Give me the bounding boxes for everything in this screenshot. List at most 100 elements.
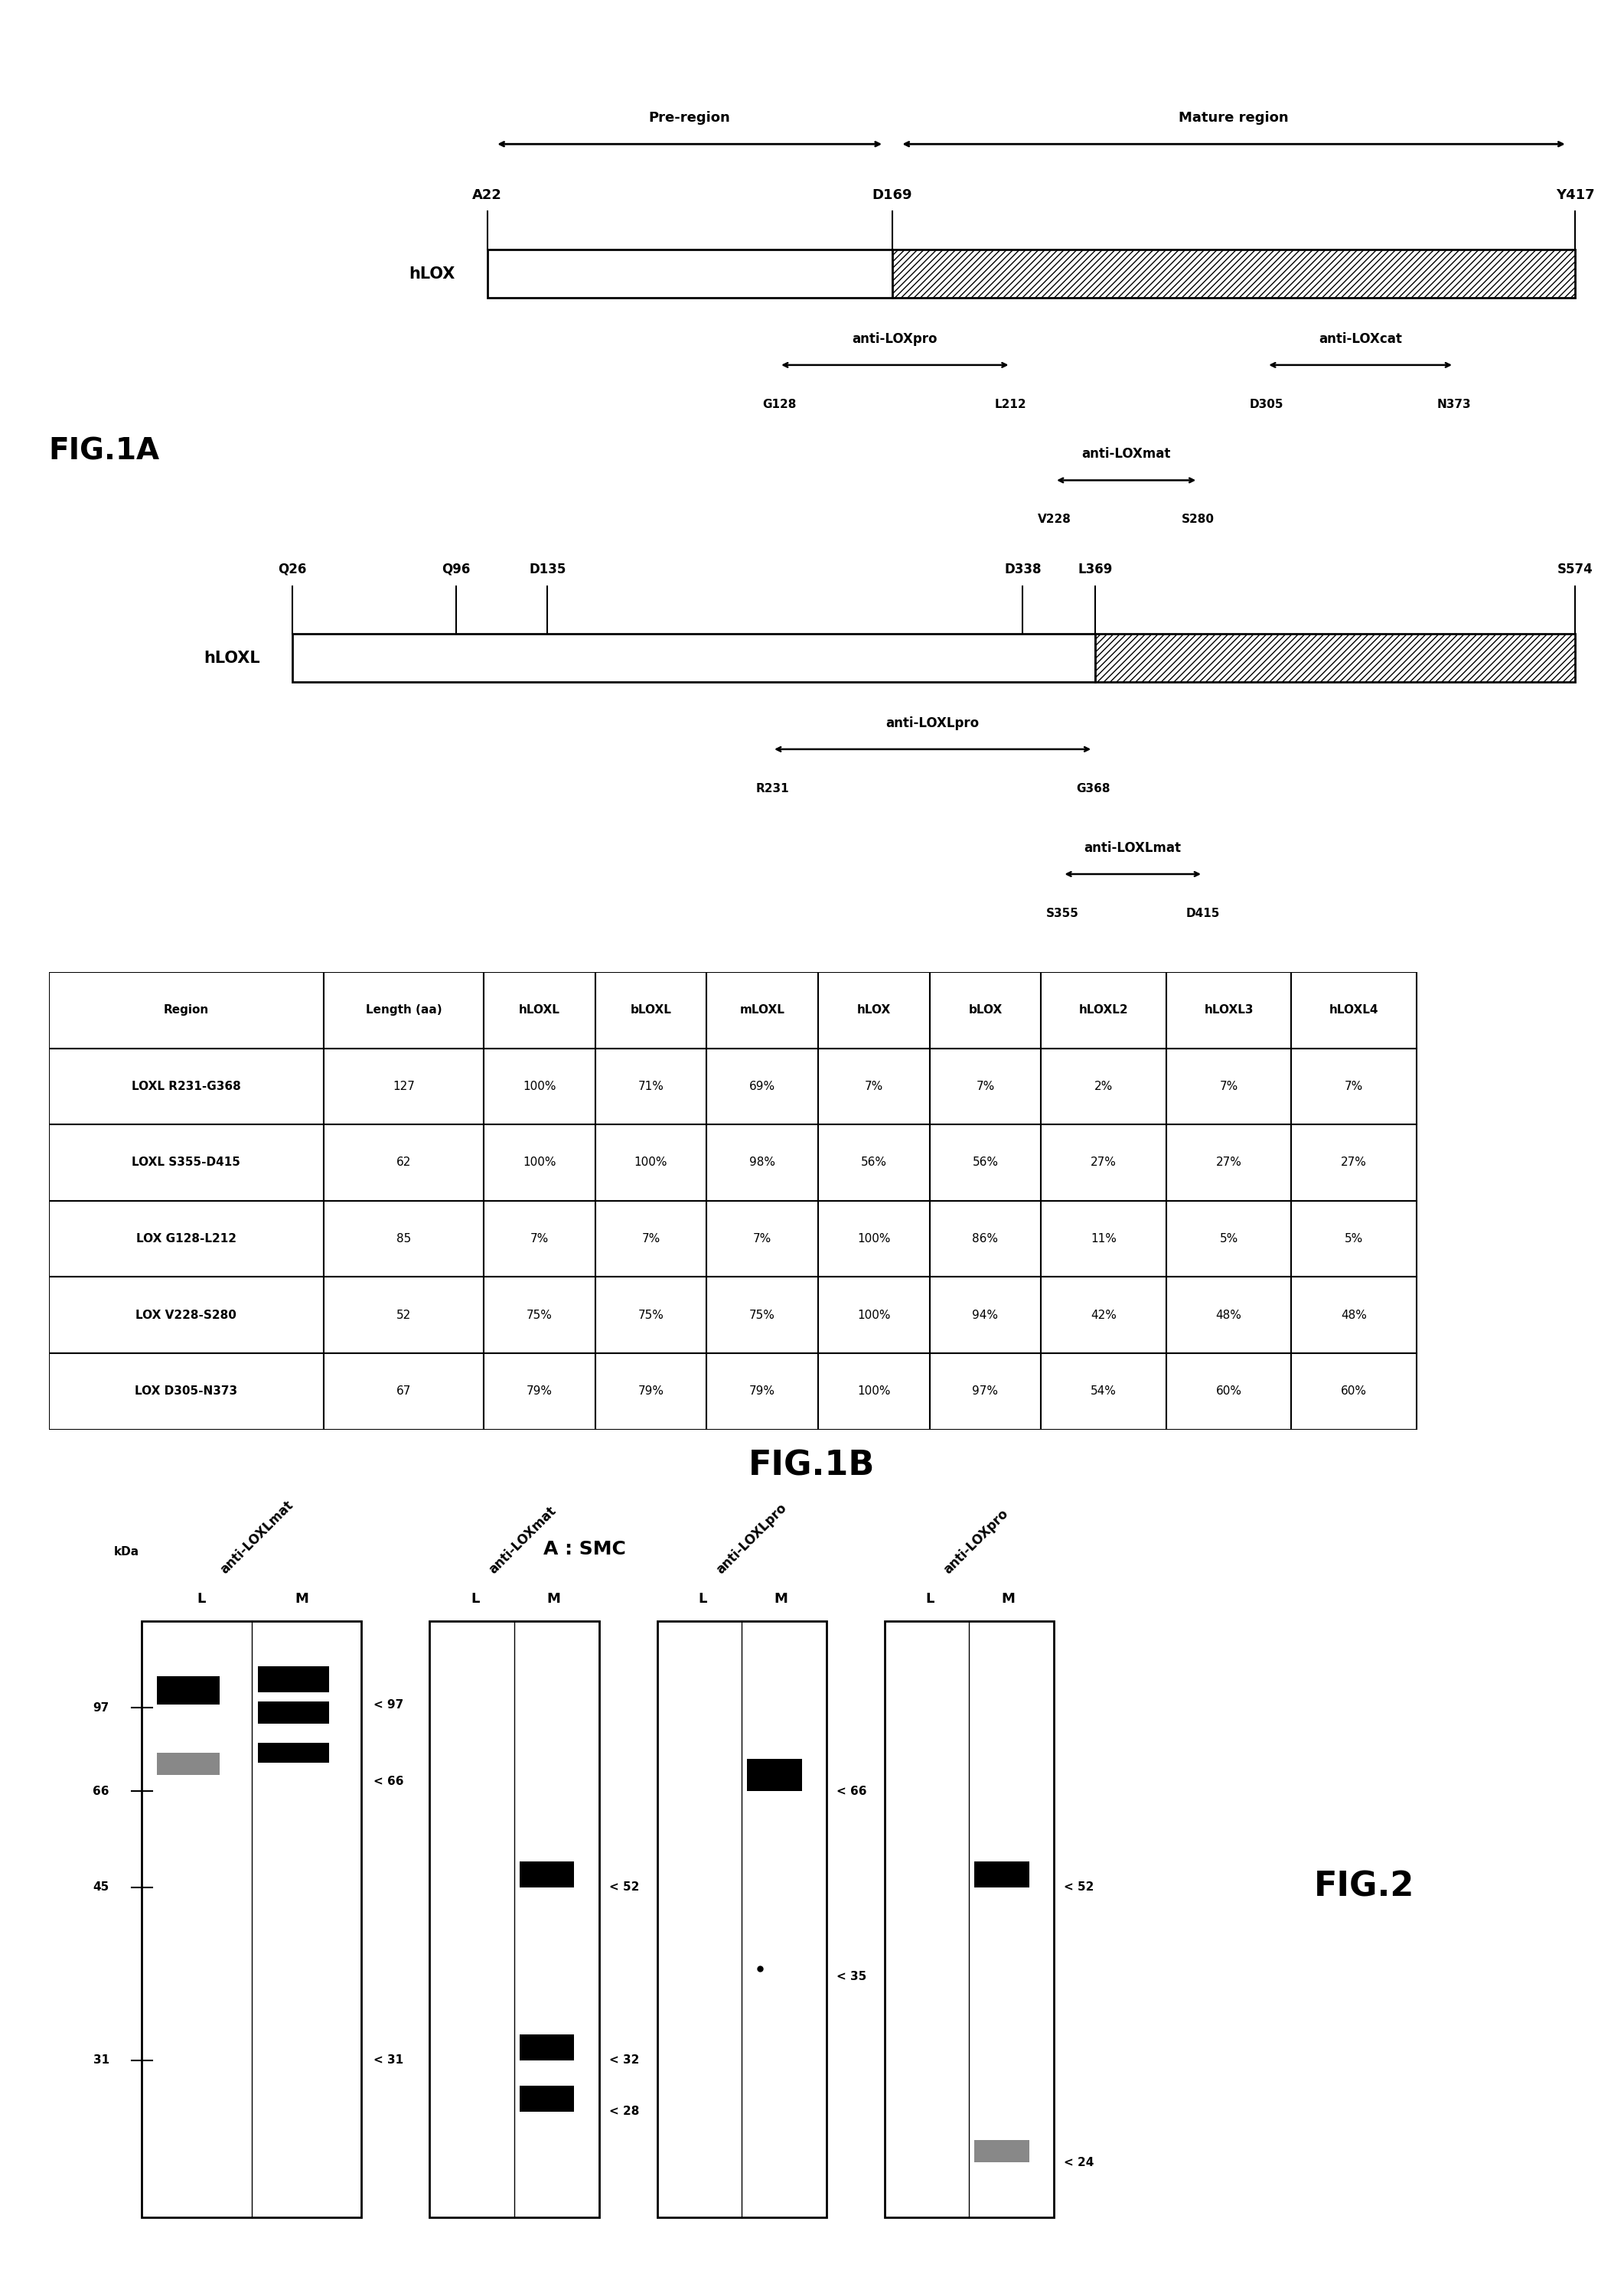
Bar xyxy=(323,972,484,1047)
Bar xyxy=(520,1862,575,1887)
Bar xyxy=(484,1354,596,1429)
Bar xyxy=(974,2141,1030,2164)
Bar xyxy=(596,1201,706,1276)
Text: S574: S574 xyxy=(1557,563,1593,576)
Text: FIG.1A: FIG.1A xyxy=(49,437,159,467)
Bar xyxy=(49,1354,323,1429)
Text: 79%: 79% xyxy=(638,1386,664,1397)
Text: anti-LOXcat: anti-LOXcat xyxy=(1319,332,1402,345)
Text: L: L xyxy=(197,1592,205,1605)
Bar xyxy=(1166,972,1291,1047)
Text: 7%: 7% xyxy=(754,1233,771,1244)
Text: < 28: < 28 xyxy=(609,2106,640,2118)
Bar xyxy=(1041,1047,1166,1125)
Text: 75%: 75% xyxy=(638,1308,664,1322)
Bar xyxy=(1041,1276,1166,1354)
Text: Y417: Y417 xyxy=(1556,188,1595,201)
Text: 60%: 60% xyxy=(1216,1386,1242,1397)
Text: D305: D305 xyxy=(1250,398,1285,409)
Text: L212: L212 xyxy=(994,398,1026,409)
Text: < 52: < 52 xyxy=(1064,1882,1095,1894)
Text: S280: S280 xyxy=(1181,515,1215,526)
Bar xyxy=(706,1047,818,1125)
Text: 7%: 7% xyxy=(1220,1079,1237,1093)
Text: 85: 85 xyxy=(396,1233,411,1244)
Text: 11%: 11% xyxy=(1091,1233,1117,1244)
Text: G128: G128 xyxy=(762,398,796,409)
Bar xyxy=(1291,1276,1416,1354)
Bar xyxy=(323,1125,484,1201)
Text: L: L xyxy=(926,1592,934,1605)
Bar xyxy=(929,1354,1041,1429)
Text: Q26: Q26 xyxy=(278,563,307,576)
Text: bLOX: bLOX xyxy=(968,1004,1002,1015)
Text: D338: D338 xyxy=(1004,563,1041,576)
Text: < 52: < 52 xyxy=(609,1882,640,1894)
Text: 100%: 100% xyxy=(857,1386,890,1397)
Bar xyxy=(49,1125,323,1201)
Text: 2%: 2% xyxy=(1095,1079,1112,1093)
Bar xyxy=(1291,1047,1416,1125)
Text: < 35: < 35 xyxy=(836,1971,866,1983)
Text: anti-LOXLpro: anti-LOXLpro xyxy=(713,1500,789,1576)
Bar xyxy=(818,1047,929,1125)
Text: 42%: 42% xyxy=(1091,1308,1117,1322)
Text: LOX G128-L212: LOX G128-L212 xyxy=(136,1233,235,1244)
Text: hLOX: hLOX xyxy=(857,1004,890,1015)
Text: bLOXL: bLOXL xyxy=(630,1004,672,1015)
Text: anti-LOXpro: anti-LOXpro xyxy=(940,1507,1012,1576)
Text: hLOXL3: hLOXL3 xyxy=(1203,1004,1254,1015)
Bar xyxy=(258,1702,328,1724)
Bar xyxy=(596,1276,706,1354)
Bar xyxy=(520,2086,575,2111)
Bar xyxy=(49,1276,323,1354)
Bar xyxy=(49,1047,323,1125)
Text: hLOXL: hLOXL xyxy=(520,1004,560,1015)
Text: anti-LOXpro: anti-LOXpro xyxy=(853,332,937,345)
Text: 27%: 27% xyxy=(1341,1157,1367,1169)
Text: A : SMC: A : SMC xyxy=(544,1539,625,1560)
Text: < 66: < 66 xyxy=(836,1786,867,1798)
Text: 79%: 79% xyxy=(749,1386,775,1397)
Text: 7%: 7% xyxy=(529,1233,549,1244)
Text: < 66: < 66 xyxy=(374,1775,404,1788)
Bar xyxy=(1041,1125,1166,1201)
Text: 31: 31 xyxy=(93,2054,109,2065)
Bar xyxy=(323,1047,484,1125)
Text: 45: 45 xyxy=(93,1882,109,1894)
Bar xyxy=(520,2035,575,2061)
Text: anti-LOXLpro: anti-LOXLpro xyxy=(887,716,979,730)
Bar xyxy=(929,1047,1041,1125)
Text: kDa: kDa xyxy=(114,1546,140,1557)
Bar xyxy=(818,1276,929,1354)
Text: 100%: 100% xyxy=(523,1157,555,1169)
Text: 7%: 7% xyxy=(1345,1079,1363,1093)
Text: G368: G368 xyxy=(1077,782,1111,794)
Text: 75%: 75% xyxy=(526,1308,552,1322)
Bar xyxy=(818,1125,929,1201)
Text: hLOX: hLOX xyxy=(409,265,455,281)
Bar xyxy=(596,1125,706,1201)
Text: anti-LOXLmat: anti-LOXLmat xyxy=(1085,842,1181,855)
Text: 98%: 98% xyxy=(749,1157,775,1169)
Text: 7%: 7% xyxy=(641,1233,661,1244)
Bar xyxy=(1041,972,1166,1047)
Text: L369: L369 xyxy=(1078,563,1112,576)
Text: 127: 127 xyxy=(393,1079,414,1093)
Bar xyxy=(258,1743,328,1763)
Text: N373: N373 xyxy=(1437,398,1471,409)
Bar xyxy=(1041,1354,1166,1429)
Text: FIG.2: FIG.2 xyxy=(1314,1871,1415,1903)
Bar xyxy=(1095,633,1575,682)
Text: M: M xyxy=(547,1592,560,1605)
Text: D169: D169 xyxy=(872,188,913,201)
Bar xyxy=(706,972,818,1047)
Text: anti-LOXLmat: anti-LOXLmat xyxy=(218,1498,296,1576)
Text: 7%: 7% xyxy=(864,1079,883,1093)
Bar xyxy=(706,1201,818,1276)
Text: M: M xyxy=(296,1592,309,1605)
Text: < 31: < 31 xyxy=(374,2054,403,2065)
Bar xyxy=(706,1276,818,1354)
Text: LOXL S355-D415: LOXL S355-D415 xyxy=(132,1157,240,1169)
Bar xyxy=(323,1201,484,1276)
